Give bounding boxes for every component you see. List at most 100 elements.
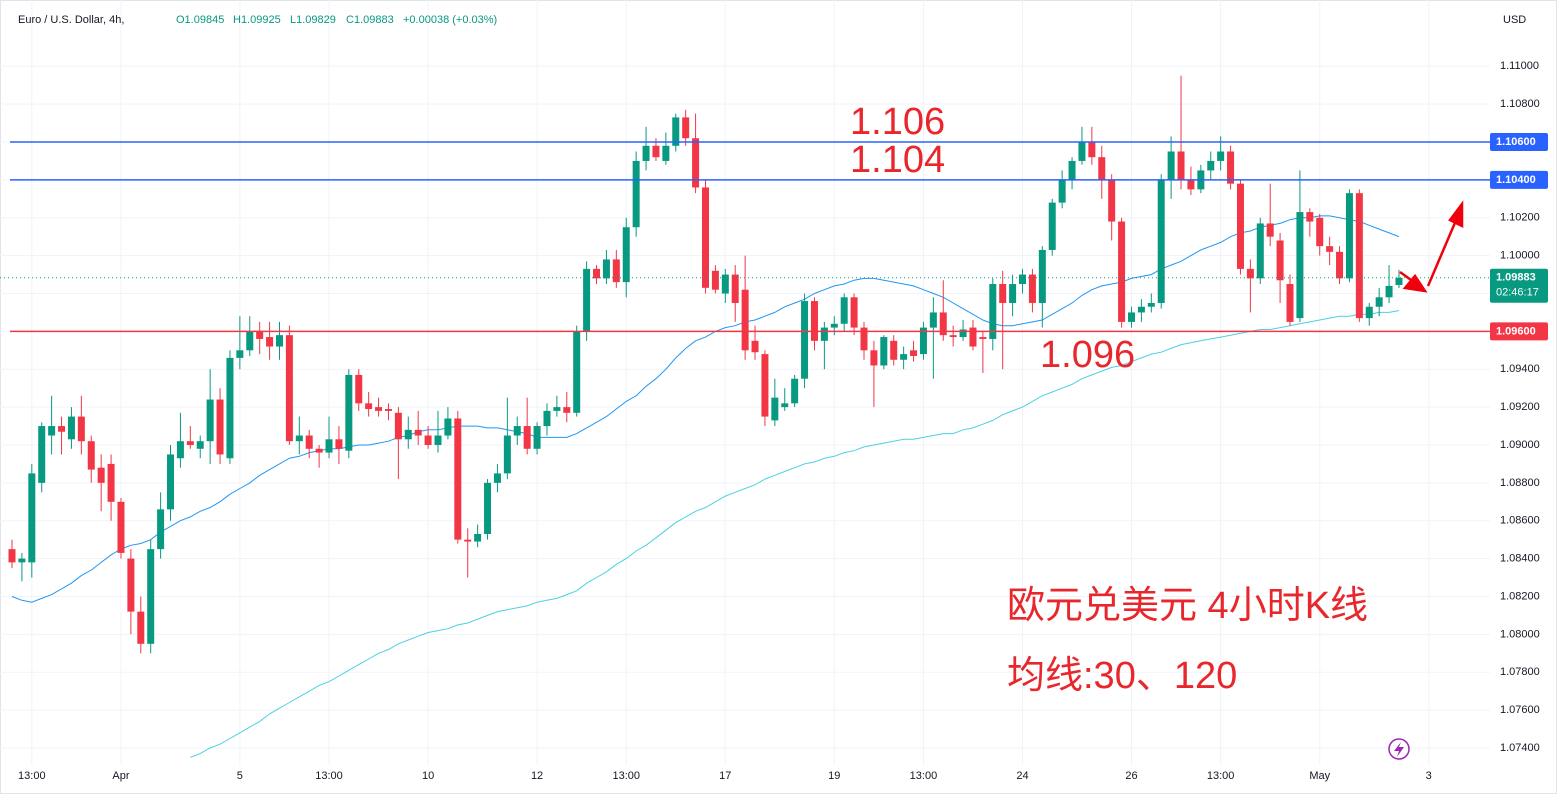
candle-body (1147, 302, 1155, 307)
level-annotation: 1.104 (850, 139, 945, 181)
candle-body (949, 335, 957, 338)
lightning-icon[interactable] (1388, 738, 1410, 760)
level-label-box (1490, 133, 1548, 152)
candle-body (28, 473, 36, 563)
candle-body (38, 426, 46, 483)
level-label-box (1490, 170, 1548, 189)
candle-body (642, 145, 650, 161)
candle-body (305, 435, 313, 449)
candle-body (1256, 223, 1264, 279)
candle-body (315, 448, 323, 453)
candle-body (553, 407, 561, 411)
candle-body (1068, 160, 1076, 180)
candle-body (1227, 151, 1235, 184)
candle-body (1137, 306, 1145, 313)
candle-body (8, 549, 16, 563)
candle-body (999, 284, 1007, 303)
candle-body (563, 407, 571, 413)
candle-body (830, 323, 838, 328)
candle-body (1306, 212, 1314, 222)
candle-body (107, 463, 115, 502)
y-tick-label: 1.08400 (1500, 553, 1540, 565)
candle-body (345, 374, 353, 451)
y-tick-label: 1.09000 (1500, 439, 1540, 451)
candle-body (1088, 142, 1096, 158)
candle-body (741, 289, 749, 351)
candle-body (48, 426, 56, 436)
candle-body (236, 350, 244, 358)
candle-body (1157, 179, 1165, 303)
candle-body (543, 410, 551, 427)
candle-body (1078, 142, 1086, 161)
candle-body (226, 357, 234, 459)
candle-body (890, 340, 898, 360)
y-tick-label: 1.11000 (1500, 60, 1539, 72)
candle-body (127, 558, 135, 612)
candle-body (1167, 151, 1175, 180)
level-label-box (1490, 322, 1548, 341)
x-tick-label: Apr (112, 770, 129, 782)
candle-body (919, 327, 927, 355)
change: +0.00038 (+0.03%) (403, 14, 497, 26)
level-label: 1.10600 (1496, 136, 1536, 148)
candle-body (860, 327, 868, 351)
candle-body (1236, 183, 1244, 269)
candle-body (365, 403, 373, 410)
candle-body (454, 418, 462, 540)
candle-body (137, 611, 145, 644)
candle-body (1246, 268, 1254, 279)
x-tick-label: 13:00 (612, 770, 640, 782)
candle-body (1098, 157, 1106, 180)
level-annotation: 1.096 (1040, 334, 1135, 376)
candle-body (761, 354, 769, 417)
candle-body (1266, 223, 1274, 237)
x-tick-label: 17 (719, 770, 731, 782)
candle-body (672, 117, 680, 146)
candle-body (256, 331, 264, 339)
candle-body (1177, 151, 1185, 180)
countdown: 02:46:17 (1496, 287, 1539, 299)
y-tick-label: 1.08800 (1500, 477, 1540, 489)
candle-body (989, 284, 997, 339)
candle-body (632, 160, 640, 228)
x-tick-label: 5 (237, 770, 243, 782)
arrow (1399, 200, 1464, 293)
y-tick-label: 1.07800 (1500, 666, 1540, 678)
candle-body (444, 418, 452, 436)
y-tick-label: 1.10000 (1500, 250, 1540, 262)
candle-body (196, 441, 204, 449)
candle-body (147, 549, 155, 644)
candle-body (692, 138, 700, 188)
candle-body (216, 399, 224, 455)
candle-body (266, 337, 274, 347)
x-tick-label: 26 (1125, 770, 1137, 782)
last-price-box (1490, 268, 1548, 303)
candle-body (533, 426, 541, 449)
candle-body (1296, 212, 1304, 319)
candle-body (573, 331, 581, 413)
candle-body (58, 426, 66, 432)
candle-body (791, 378, 799, 404)
candle-body (721, 274, 729, 294)
candle-body (513, 426, 521, 436)
candle-body (1019, 274, 1027, 285)
candle-body (1187, 179, 1195, 190)
candle-body (850, 297, 858, 328)
candle-body (612, 259, 620, 283)
candle-body (900, 354, 908, 360)
ohlc-close: C1.09883 (346, 14, 394, 26)
x-tick-label: 24 (1016, 770, 1028, 782)
candle-body (1365, 306, 1373, 319)
candle-body (77, 416, 85, 442)
x-tick-label: 19 (828, 770, 840, 782)
candle-body (285, 335, 293, 442)
ohlc-open: O1.09845 (176, 14, 224, 26)
candle-body (97, 467, 105, 483)
ohlc-low: L1.09829 (290, 14, 336, 26)
candle-body (87, 441, 95, 470)
candle-body (474, 533, 482, 542)
candle-body (870, 350, 878, 366)
candle-body (384, 409, 392, 411)
